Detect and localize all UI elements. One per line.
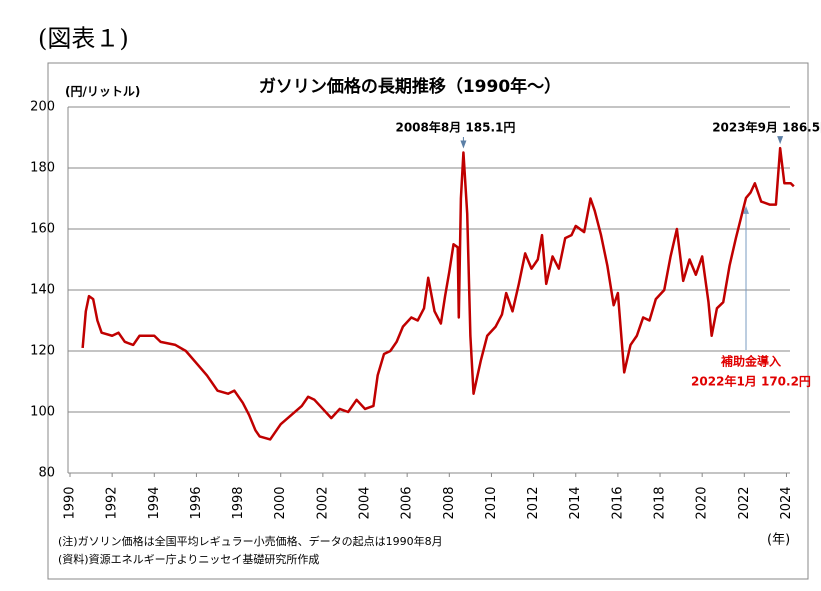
x-tick-label: 1992 bbox=[105, 486, 120, 519]
y-tick-label: 180 bbox=[30, 161, 55, 176]
y-tick-label: 80 bbox=[38, 466, 55, 481]
y-tick-label: 100 bbox=[30, 405, 55, 420]
x-tick-label: 2004 bbox=[358, 486, 373, 519]
annotation: 2022年1月 170.2円 bbox=[691, 374, 811, 389]
x-tick-label: 2006 bbox=[400, 486, 415, 519]
arrow-head bbox=[460, 140, 467, 149]
x-tick-label: 2016 bbox=[610, 486, 625, 519]
x-axis-label: (年) bbox=[767, 533, 790, 548]
x-tick-label: 2010 bbox=[484, 486, 499, 519]
x-tick-label: 1996 bbox=[189, 486, 204, 519]
x-tick-label: 1994 bbox=[147, 486, 162, 519]
annotation: 2023年9月 186.5円 bbox=[712, 120, 821, 135]
x-tick-label: 2012 bbox=[526, 486, 541, 519]
y-tick-label: 160 bbox=[30, 222, 55, 237]
y-axis-label: (円/リットル) bbox=[65, 85, 140, 99]
annotation: 2008年8月 185.1円 bbox=[395, 120, 515, 135]
y-tick-label: 200 bbox=[30, 100, 55, 115]
x-tick-label: 1990 bbox=[63, 486, 78, 519]
x-tick-label: 2002 bbox=[315, 486, 330, 519]
x-tick-label: 2024 bbox=[779, 486, 794, 519]
x-tick-label: 2000 bbox=[273, 486, 288, 519]
annotation: 補助金導入 bbox=[720, 354, 781, 369]
x-tick-label: 2018 bbox=[653, 486, 668, 519]
x-tick-label: 2022 bbox=[737, 486, 752, 519]
x-tick-label: 2020 bbox=[695, 486, 710, 519]
arrow-head bbox=[777, 136, 784, 145]
x-tick-label: 2008 bbox=[442, 486, 457, 519]
line-series bbox=[81, 146, 795, 441]
y-tick-label: 120 bbox=[30, 344, 55, 359]
arrow-head bbox=[743, 205, 750, 214]
figure-label: (図表１) bbox=[38, 25, 129, 53]
x-tick-label: 1998 bbox=[231, 486, 246, 519]
note: (資料)資源エネルギー庁よりニッセイ基礎研究所作成 bbox=[58, 552, 319, 566]
chart-frame bbox=[47, 62, 809, 580]
chart-title: ガソリン価格の長期推移（1990年～） bbox=[259, 76, 561, 97]
y-tick-label: 140 bbox=[30, 283, 55, 298]
x-tick-label: 2014 bbox=[568, 486, 583, 519]
note: (注)ガソリン価格は全国平均レギュラー小売価格、データの起点は1990年8月 bbox=[58, 534, 443, 548]
